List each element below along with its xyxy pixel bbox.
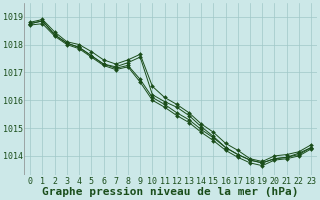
X-axis label: Graphe pression niveau de la mer (hPa): Graphe pression niveau de la mer (hPa) — [43, 187, 299, 197]
